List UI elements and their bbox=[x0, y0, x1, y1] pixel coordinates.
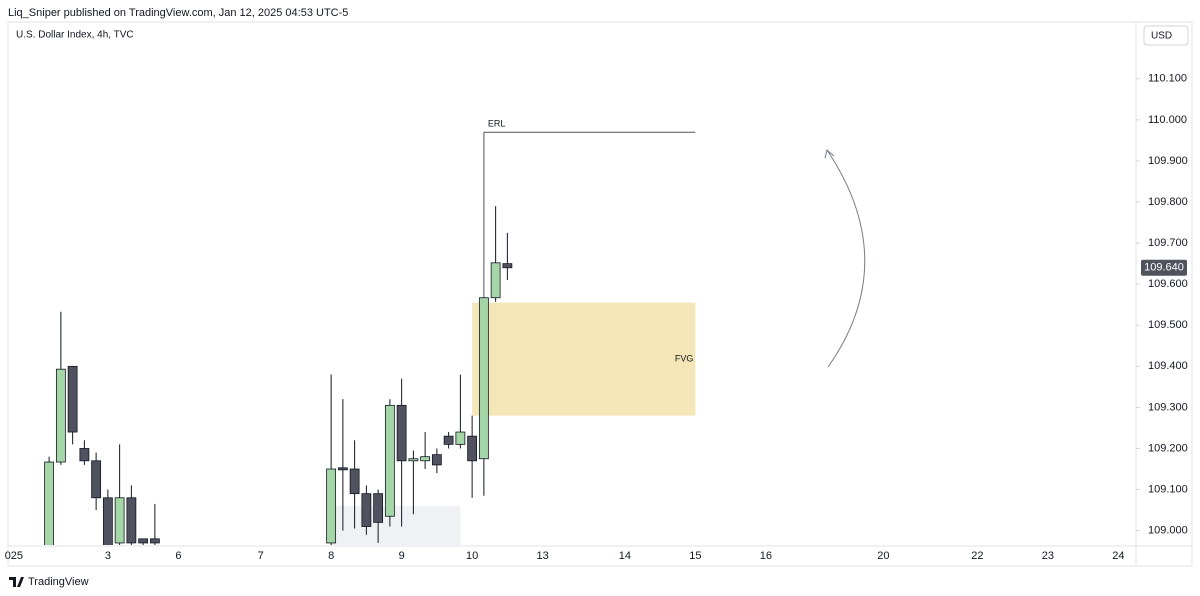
candle-body bbox=[420, 456, 431, 462]
x-tick-label: 8 bbox=[328, 550, 334, 562]
x-tick-label: 3 bbox=[105, 550, 111, 562]
candle-body bbox=[396, 404, 407, 462]
x-tick-label: 23 bbox=[1042, 550, 1054, 562]
candle-body bbox=[431, 454, 442, 466]
candle-body bbox=[361, 493, 372, 527]
x-tick-label: 22 bbox=[971, 550, 983, 562]
candle-body bbox=[67, 365, 78, 433]
zone bbox=[472, 302, 696, 416]
y-tick-label: 109.900 bbox=[1148, 155, 1188, 167]
zone-label: FVG bbox=[675, 354, 694, 364]
candle-body bbox=[408, 458, 419, 462]
x-tick-label: 20 bbox=[877, 550, 889, 562]
candle-body bbox=[326, 468, 337, 544]
y-tick-label: 110.000 bbox=[1148, 114, 1187, 126]
candle-body bbox=[149, 538, 160, 544]
candle-body bbox=[337, 467, 348, 471]
y-tick-label: 109.300 bbox=[1148, 401, 1188, 413]
x-tick-label: 24 bbox=[1112, 550, 1124, 562]
brand-logo: TradingView bbox=[9, 576, 89, 588]
candle-body bbox=[467, 435, 478, 462]
y-tick-label: 109.100 bbox=[1148, 483, 1188, 495]
arrow-arc bbox=[826, 149, 866, 368]
currency-label[interactable]: USD bbox=[1151, 31, 1172, 42]
candle-body bbox=[349, 468, 360, 495]
level-label: ERL bbox=[488, 119, 506, 129]
publish-header: Liq_Sniper published on TradingView.com,… bbox=[8, 7, 348, 19]
candle-body bbox=[55, 368, 66, 463]
x-tick-label: 13 bbox=[537, 550, 549, 562]
y-tick-label: 109.700 bbox=[1148, 237, 1188, 249]
x-tick-label: 025 bbox=[5, 550, 23, 562]
zone bbox=[331, 505, 461, 545]
x-tick-label: 10 bbox=[466, 550, 478, 562]
x-tick-label: 15 bbox=[689, 550, 701, 562]
candle-body bbox=[373, 493, 384, 523]
candle-body bbox=[478, 297, 489, 460]
x-tick-label: 6 bbox=[175, 550, 181, 562]
y-tick-label: 109.800 bbox=[1148, 196, 1188, 208]
x-tick-label: 9 bbox=[399, 550, 405, 562]
candle-body bbox=[490, 262, 501, 299]
candle-body bbox=[126, 497, 137, 544]
plot-area: FVG ERL bbox=[44, 119, 696, 545]
y-tick-label: 109.200 bbox=[1148, 442, 1188, 454]
candle-body bbox=[502, 263, 513, 269]
last-price-box bbox=[1141, 259, 1187, 276]
x-tick-label: 14 bbox=[619, 550, 631, 562]
x-tick-label: 7 bbox=[258, 550, 264, 562]
y-tick-label: 109.000 bbox=[1148, 525, 1188, 537]
x-tick-label: 16 bbox=[760, 550, 772, 562]
y-tick-label: 109.500 bbox=[1148, 319, 1188, 331]
y-tick-label: 109.600 bbox=[1148, 278, 1188, 290]
y-tick-label: 110.100 bbox=[1148, 73, 1187, 85]
candle-body bbox=[44, 461, 55, 545]
candle-body bbox=[91, 460, 102, 499]
candle-body bbox=[114, 497, 125, 544]
candle-body bbox=[102, 497, 113, 545]
arrow-head bbox=[824, 149, 835, 159]
candle-body bbox=[79, 448, 90, 462]
chart-frame bbox=[7, 21, 1193, 567]
candle-body bbox=[384, 404, 395, 517]
candle-body bbox=[443, 435, 454, 445]
brand-name: TradingView bbox=[28, 576, 89, 588]
last-price-label: 109.640 bbox=[1144, 262, 1184, 274]
candle-body bbox=[138, 538, 149, 544]
symbol-title: U.S. Dollar Index, 4h, TVC bbox=[16, 30, 134, 41]
candle-body bbox=[455, 431, 466, 445]
y-tick-label: 109.400 bbox=[1148, 360, 1188, 372]
currency-button[interactable] bbox=[1143, 25, 1189, 46]
